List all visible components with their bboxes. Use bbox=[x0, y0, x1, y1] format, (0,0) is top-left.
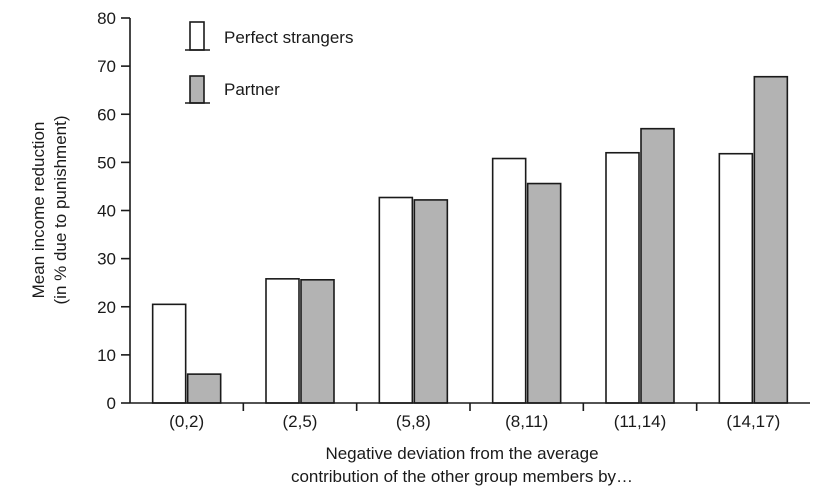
y-axis-label-line-1-text: Mean income reduction bbox=[29, 122, 48, 299]
y-tick-label: 60 bbox=[97, 105, 116, 124]
bar-partner bbox=[753, 75, 789, 404]
x-axis-label-line-1: Negative deviation from the average bbox=[325, 444, 598, 463]
legend-label-strangers: Perfect strangers bbox=[224, 28, 353, 47]
x-axis-label-line-2: contribution of the other group members … bbox=[291, 467, 633, 486]
x-ticks-group: (0,2) (2,5) (5,8) (8,11) (11,14) (14,17) bbox=[169, 403, 780, 431]
y-tick-label: 10 bbox=[97, 346, 116, 365]
y-tick-label: 30 bbox=[97, 250, 116, 269]
y-tick-label: 70 bbox=[97, 57, 116, 76]
bar-perfect-strangers bbox=[718, 152, 754, 404]
x-tick-label: (14,17) bbox=[726, 412, 780, 431]
legend: Perfect strangers Partner bbox=[185, 21, 353, 104]
x-tick-label: (0,2) bbox=[169, 412, 204, 431]
axes-group bbox=[129, 18, 810, 404]
bars-group bbox=[151, 75, 789, 404]
x-tick-label: (2,5) bbox=[283, 412, 318, 431]
y-tick-label: 50 bbox=[97, 153, 116, 172]
y-tick-label: 20 bbox=[97, 298, 116, 317]
y-axis-label-line-2-text: (in % due to punishment) bbox=[51, 116, 70, 305]
y-tick-label: 80 bbox=[97, 9, 116, 28]
bar-perfect-strangers bbox=[605, 151, 640, 404]
x-tick-label: (11,14) bbox=[614, 412, 667, 431]
legend-label-partner: Partner bbox=[224, 80, 280, 99]
x-tick-label: (5,8) bbox=[396, 412, 431, 431]
bar-partner bbox=[186, 373, 222, 404]
bar-perfect-strangers bbox=[491, 157, 527, 404]
legend-swatch-strangers bbox=[189, 21, 205, 51]
y-ticks-group: 0 10 20 30 40 50 60 70 80 bbox=[97, 9, 130, 413]
bar-perfect-strangers bbox=[378, 196, 414, 404]
y-tick-label: 40 bbox=[97, 202, 116, 221]
bar-perfect-strangers bbox=[151, 303, 187, 404]
legend-swatch-partner bbox=[189, 75, 205, 104]
bar-partner bbox=[526, 182, 562, 404]
bar-perfect-strangers bbox=[265, 278, 300, 404]
bar-partner bbox=[300, 278, 335, 404]
x-tick-label: (8,11) bbox=[505, 412, 548, 431]
bar-partner bbox=[413, 199, 449, 404]
bar-partner bbox=[640, 127, 675, 404]
y-tick-label: 0 bbox=[107, 394, 116, 413]
